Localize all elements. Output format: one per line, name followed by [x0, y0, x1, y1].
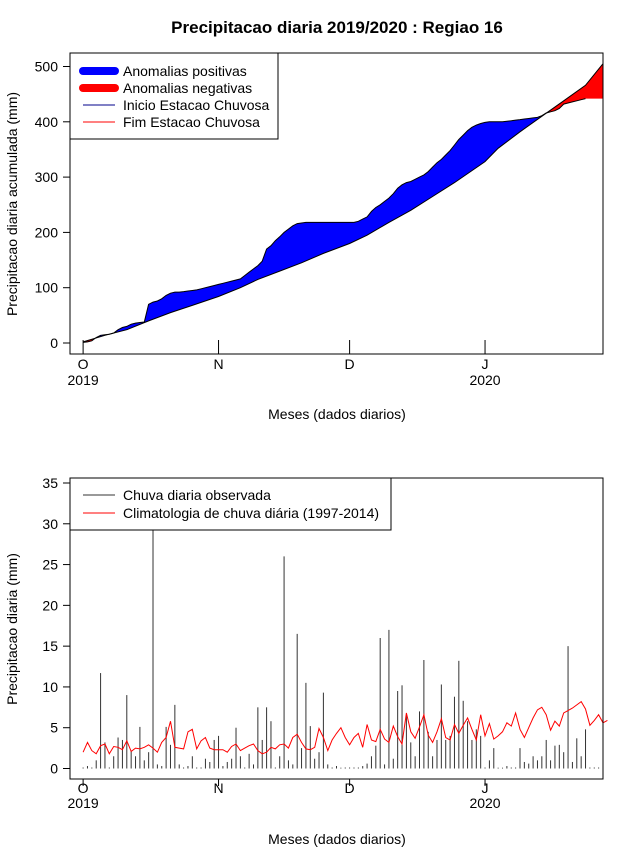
negative-anomaly-area-2: [546, 63, 603, 114]
bottom-y-axis-label: Precipitacao diaria (mm): [4, 553, 20, 705]
bottom-y-tick-label: 10: [42, 679, 58, 695]
top-y-tick-label: 100: [35, 280, 59, 296]
top-x-tick-label: J: [482, 356, 489, 372]
top-y-tick-label: 400: [35, 114, 59, 130]
bottom-y-tick-label: 25: [42, 557, 58, 573]
top-y-tick-label: 200: [35, 224, 59, 240]
top-x-axis-label: Meses (dados diarios): [268, 406, 406, 422]
bottom-x-tick-label: J: [482, 780, 489, 796]
top-y-tick-label: 300: [35, 169, 59, 185]
bottom-x-tick-label: O: [78, 780, 89, 796]
top-legend-label: Anomalias negativas: [123, 80, 252, 96]
top-legend-label: Fim Estacao Chuvosa: [123, 114, 260, 130]
top-x-tick-label: N: [213, 356, 223, 372]
bottom-y-tick-label: 5: [50, 720, 58, 736]
bottom-x-tick-year: 2020: [469, 795, 500, 811]
bottom-y-tick-label: 0: [50, 761, 58, 777]
top-legend-label: Anomalias positivas: [123, 63, 247, 79]
bottom-y-tick-label: 20: [42, 597, 58, 613]
bottom-x-tick-label: N: [213, 780, 223, 796]
top-x-tick-year: 2019: [68, 372, 99, 388]
chart-title: Precipitacao diaria 2019/2020 : Regiao 1…: [171, 18, 503, 37]
bottom-y-tick-label: 15: [42, 638, 58, 654]
daily-climatology-line: [82, 700, 608, 755]
top-y-axis-label: Precipitacao diaria acumulada (mm): [4, 92, 20, 316]
top-plot-frame: [69, 52, 604, 355]
bottom-x-tick-year: 2019: [68, 795, 99, 811]
observed-cumulative-line: [83, 98, 586, 343]
bottom-y-tick-label: 30: [42, 516, 58, 532]
top-x-tick-label: D: [345, 356, 355, 372]
climatology-cumulative-line: [82, 63, 604, 343]
bottom-legend-box: [69, 477, 392, 531]
top-legend-label: Inicio Estacao Chuvosa: [123, 97, 270, 113]
bottom-x-tick-label: D: [345, 780, 355, 796]
top-x-tick-label: O: [78, 356, 89, 372]
bottom-y-tick-label: 35: [42, 475, 58, 491]
top-y-tick-label: 0: [50, 335, 58, 351]
positive-anomaly-area-1: [95, 113, 547, 339]
bottom-x-axis-label: Meses (dados diarios): [268, 831, 406, 847]
top-x-tick-year: 2020: [469, 372, 500, 388]
top-y-tick-label: 500: [35, 59, 59, 75]
bottom-legend-label: Climatologia de chuva diária (1997-2014): [123, 505, 379, 521]
bottom-legend-label: Chuva diaria observada: [123, 487, 271, 503]
